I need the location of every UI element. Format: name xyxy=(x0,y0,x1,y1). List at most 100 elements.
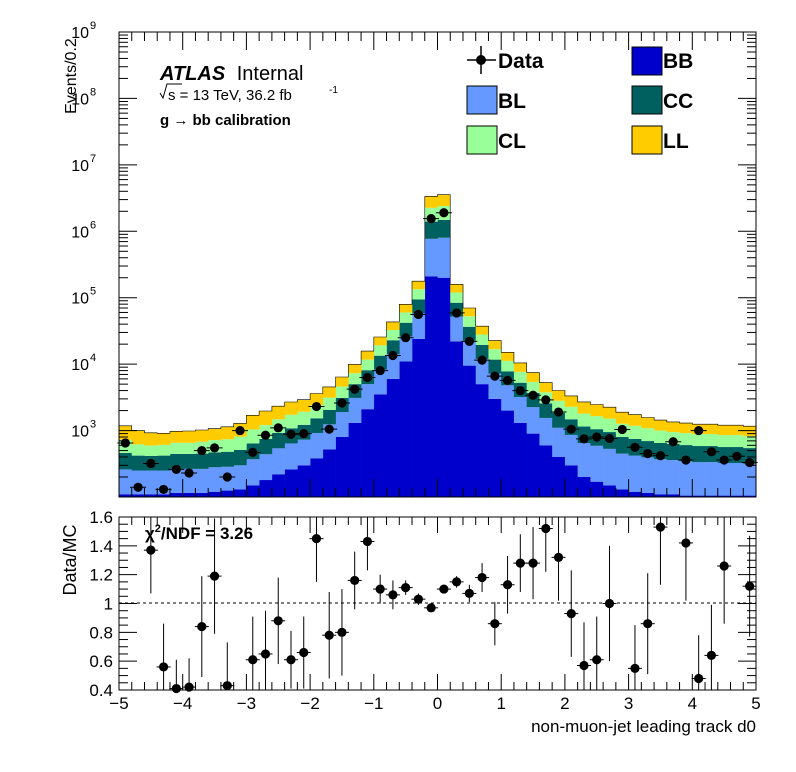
data-point xyxy=(553,407,564,417)
ratio-point xyxy=(260,649,271,659)
hist-bar-cl xyxy=(603,418,617,433)
hist-bar-cl xyxy=(730,435,744,448)
hist-bar-bb xyxy=(462,365,477,497)
hist-bar-ll xyxy=(386,321,400,330)
hist-bar-bb xyxy=(119,494,133,497)
ratio-point xyxy=(592,655,602,665)
hist-bar-ll xyxy=(310,393,324,406)
hist-bar-cc xyxy=(488,359,502,374)
hist-bar-ll xyxy=(717,425,731,436)
hist-bar-ll xyxy=(730,425,744,436)
legend-label-ll: LL xyxy=(663,130,689,153)
hist-bar-cl xyxy=(590,416,604,430)
hist-bar-bb xyxy=(743,495,757,497)
hist-bar-cc xyxy=(157,455,171,471)
hist-bar-cl xyxy=(157,444,171,456)
hist-bar-ll xyxy=(412,281,426,290)
data-point xyxy=(209,443,220,453)
y-tick-exponent: 8 xyxy=(90,86,96,98)
hist-bar-cc xyxy=(692,446,706,463)
data-point xyxy=(401,333,411,343)
hist-bar-bb xyxy=(705,495,719,497)
hist-bar-bl xyxy=(590,445,604,482)
hist-bar-ll xyxy=(577,401,591,414)
hist-bar-bl xyxy=(424,238,438,277)
ratio-point xyxy=(515,558,525,568)
ratio-x-tick-label: 2 xyxy=(560,694,569,713)
hist-bar-ll xyxy=(322,386,336,398)
hist-bar-ll xyxy=(743,426,757,437)
hist-bar-bl xyxy=(641,457,655,493)
y-tick-exponent: 5 xyxy=(90,286,96,298)
calibration-label: g → bb calibration xyxy=(160,112,291,129)
ratio-point xyxy=(248,655,258,665)
ratio-point xyxy=(604,598,615,609)
hist-bar-ll xyxy=(705,424,719,435)
y-tick-exponent: 4 xyxy=(90,352,96,364)
data-point xyxy=(515,385,525,396)
hist-bar-bl xyxy=(679,461,693,496)
chi2-value: /NDF = 3.26 xyxy=(161,524,253,543)
hist-bar-bl xyxy=(501,385,515,411)
hist-bar-bb xyxy=(157,494,171,497)
ratio-point xyxy=(566,608,576,619)
data-point xyxy=(311,401,322,412)
legend-label-bl: BL xyxy=(498,90,526,113)
ratio-point xyxy=(655,522,666,532)
data-point xyxy=(299,429,309,439)
hist-bar-cc xyxy=(182,453,196,469)
hist-bar-ll xyxy=(513,362,527,372)
hist-bar-bb xyxy=(513,423,527,497)
hist-bar-bl xyxy=(373,369,387,395)
hist-bar-bb xyxy=(475,384,489,497)
hist-bar-bb xyxy=(297,465,311,497)
data-point xyxy=(439,208,449,218)
ratio-point xyxy=(719,561,729,571)
data-point xyxy=(643,449,653,459)
hist-bar-bl xyxy=(361,384,375,410)
hist-bar-cc xyxy=(195,453,209,469)
hist-bar-bl xyxy=(526,407,540,434)
hist-bar-ll xyxy=(182,431,196,443)
ratio-x-tick-label: −2 xyxy=(300,694,319,713)
hist-bar-ll xyxy=(437,194,451,207)
hist-bar-bl xyxy=(450,316,464,342)
hist-bar-bb xyxy=(399,361,413,497)
hist-bar-cl xyxy=(322,397,336,410)
hist-bar-bb xyxy=(386,378,400,497)
hist-bar-ll xyxy=(284,402,298,415)
data-point xyxy=(260,430,271,440)
hist-bar-cl xyxy=(717,435,731,448)
hist-bar-ll xyxy=(208,428,222,441)
hist-bar-bb xyxy=(692,495,706,497)
hist-bar-bb xyxy=(424,276,438,497)
hist-bar-cl xyxy=(399,312,413,323)
hist-bar-bb xyxy=(246,485,260,497)
legend-swatch-cl xyxy=(466,125,498,155)
hist-bar-bl xyxy=(577,443,591,477)
data-point xyxy=(426,214,436,224)
ratio-point xyxy=(541,523,551,534)
hist-bar-bb xyxy=(284,469,298,497)
y-tick-label: 10 xyxy=(71,158,89,175)
atlas-label: ATLAS Internal xyxy=(159,63,303,85)
hist-bar-cl xyxy=(297,411,311,425)
hist-bar-bl xyxy=(233,465,247,490)
data-point xyxy=(579,434,589,444)
data-point xyxy=(248,447,258,457)
hist-bar-bb xyxy=(373,394,387,497)
hist-bar-bl xyxy=(654,459,668,495)
main-ylabel: Events/0.2 xyxy=(63,38,80,114)
hist-bar-ll xyxy=(475,326,489,335)
hist-bar-bb xyxy=(564,465,578,497)
hist-bar-cc xyxy=(131,455,145,471)
hist-bar-ll xyxy=(539,382,553,393)
chi2-label: χ2/NDF = 3.26 xyxy=(145,523,253,543)
hist-bar-cl xyxy=(475,334,489,345)
hist-bar-bl xyxy=(335,412,349,437)
stack-outline xyxy=(119,194,756,434)
ratio-point xyxy=(388,590,398,600)
hist-bar-bl xyxy=(513,397,527,424)
legend-label-cc: CC xyxy=(663,90,693,113)
ratio-point xyxy=(286,655,296,665)
